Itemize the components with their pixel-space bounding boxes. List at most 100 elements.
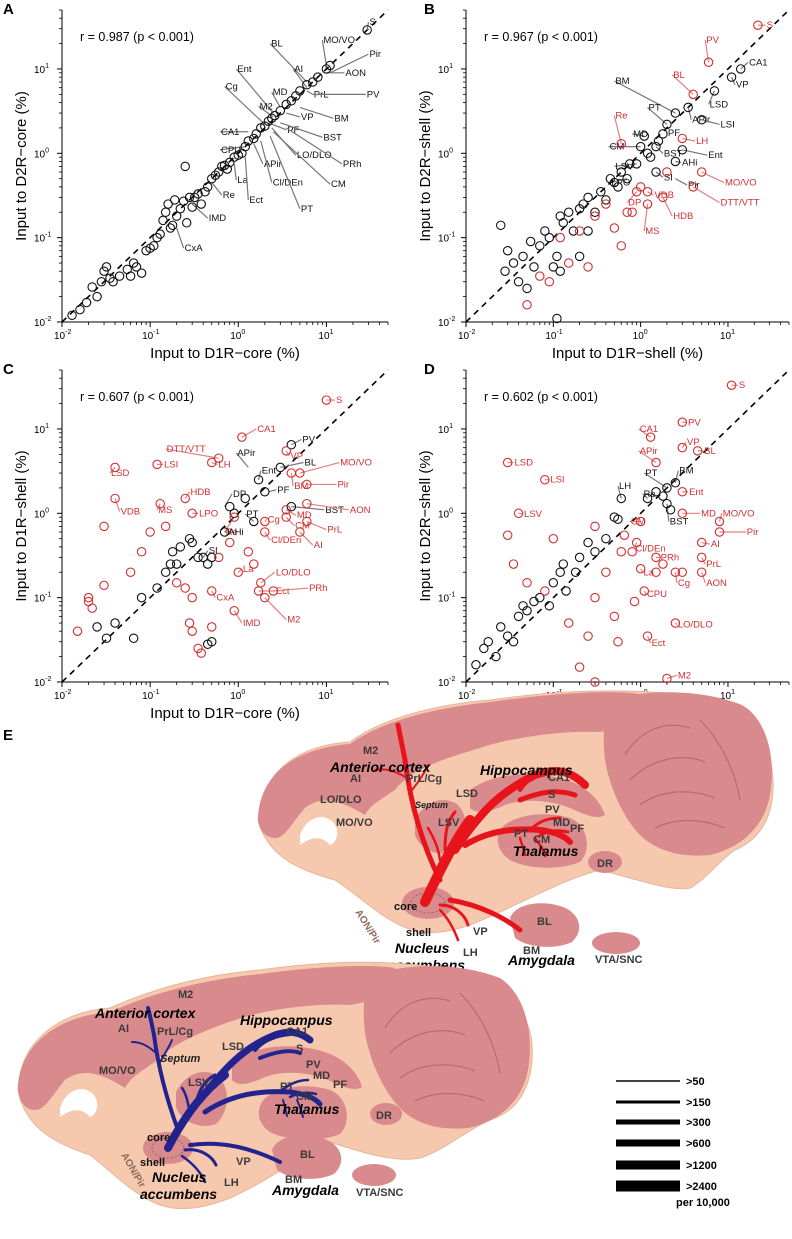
panel-c-scatter: C 10-2 10-1 100 101 10-2 10-1 100 101 r = 0.607 (… <box>3 361 389 722</box>
data-point <box>302 79 312 90</box>
data-point <box>535 592 545 603</box>
upper-region-cm: CM <box>533 834 550 846</box>
y-axis-label: Input to D2R−shell (%) <box>417 450 434 601</box>
upper-region-shell: shell <box>406 927 431 939</box>
point-label: PT <box>649 102 661 113</box>
data-point-red <box>136 547 147 557</box>
point-label: MO/VO <box>725 178 757 189</box>
point-label: LH <box>218 459 230 470</box>
label-leader-line <box>675 178 688 186</box>
data-point <box>131 262 142 272</box>
lower-region-m2: M2 <box>178 989 193 1001</box>
point-label: HDB <box>673 211 693 222</box>
data-point <box>96 277 107 287</box>
data-point <box>658 491 668 501</box>
data-point <box>152 232 162 243</box>
lower-proj-thalamus <box>202 1089 323 1115</box>
label-leader-line <box>233 163 237 181</box>
data-point-red <box>696 567 707 578</box>
label-leader-line <box>642 493 648 499</box>
lower-region-md: MD <box>313 1070 330 1082</box>
label-leader-line <box>321 39 327 66</box>
data-point-red <box>152 459 162 470</box>
label-leader-line <box>286 112 301 118</box>
data-point <box>662 119 672 130</box>
lower-title-thalamus: Thalamus <box>274 1101 340 1117</box>
point-label: CA1 <box>221 127 239 138</box>
data-point <box>548 262 559 272</box>
label-leader-line <box>643 590 647 595</box>
y-tick-label: 10-1 <box>34 592 51 605</box>
point-label: PrL <box>327 525 342 536</box>
point-label: PT <box>301 204 313 215</box>
point-label: BST <box>325 505 344 516</box>
data-point <box>149 241 159 251</box>
data-point-red <box>155 498 165 509</box>
point-label: Pir <box>369 49 381 60</box>
lower-proj-vp <box>183 1148 218 1167</box>
point-label: MD <box>297 510 312 521</box>
data-point-red <box>677 417 688 428</box>
upper-proj-amygdala <box>447 897 523 933</box>
data-point <box>249 516 259 527</box>
data-point-red <box>125 567 136 578</box>
point-label: CA1 <box>640 424 658 435</box>
data-point <box>213 167 224 177</box>
data-point-red <box>639 586 650 596</box>
point-label: La <box>243 564 254 575</box>
data-point <box>601 195 611 205</box>
data-point <box>108 277 118 287</box>
data-point <box>651 487 661 497</box>
label-leader-line <box>692 186 720 204</box>
data-point <box>570 567 581 578</box>
legend-label-50: >50 <box>686 1076 705 1088</box>
label-leader-line <box>273 587 309 592</box>
data-point-red <box>243 547 254 557</box>
lower-proj-ai <box>131 1041 159 1056</box>
point-label: CPU <box>221 145 241 156</box>
upper-vta-region <box>592 932 640 954</box>
point-label: SI <box>209 546 218 557</box>
data-point <box>631 159 642 169</box>
identity-diagonal <box>465 9 790 323</box>
point-label: LPO <box>611 178 630 189</box>
lower-cerebellum <box>363 965 530 1129</box>
point-label: Ect <box>652 638 666 649</box>
data-point <box>229 508 239 519</box>
label-leader-line <box>264 597 287 620</box>
lower-proj-lsd <box>193 1073 217 1110</box>
data-point <box>735 64 746 74</box>
data-point <box>696 114 707 125</box>
data-point-red <box>677 487 688 497</box>
data-point-red <box>513 508 524 519</box>
label-leader-line <box>191 203 209 219</box>
data-point <box>500 266 510 276</box>
data-point-red <box>145 527 155 537</box>
y-tick-label: 100 <box>438 147 453 160</box>
data-point-red <box>180 493 190 504</box>
y-tick-label: 10-1 <box>438 592 455 605</box>
data-point <box>152 583 162 593</box>
panel-label-c: C <box>3 361 14 378</box>
lower-region-dr: DR <box>376 1110 392 1122</box>
label-leader-line <box>109 467 116 474</box>
data-point <box>544 601 555 611</box>
data-point-red <box>224 537 235 548</box>
data-point <box>665 505 676 515</box>
data-point-red <box>590 211 600 221</box>
data-point <box>645 152 656 162</box>
y-axis-label: Input to D1R−shell (%) <box>13 450 30 601</box>
data-point <box>574 251 585 262</box>
label-leader-line <box>244 157 249 200</box>
label-leader-line <box>235 452 249 468</box>
legend-label-600: >600 <box>686 1138 711 1150</box>
point-label: PT <box>645 468 657 479</box>
data-point <box>558 218 569 228</box>
point-label: Pir <box>337 479 349 490</box>
point-label: DTT/VTT <box>167 444 206 455</box>
data-point <box>187 537 197 548</box>
legend-label-1200: >1200 <box>686 1160 717 1172</box>
data-point-red <box>677 442 688 453</box>
lower-region-s: S <box>296 1043 303 1055</box>
